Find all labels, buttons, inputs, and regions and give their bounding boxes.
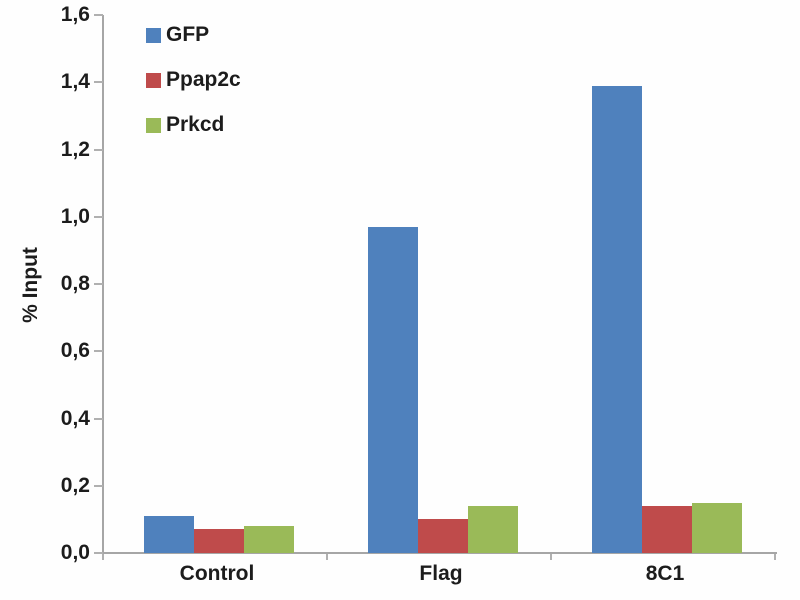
legend-swatch-gfp [146, 27, 161, 43]
y-tick-label: 1,0 [60, 204, 90, 228]
legend-label-ppap2c: Ppap2c [166, 68, 241, 91]
y-tick [94, 14, 103, 16]
y-tick-label: 0,2 [60, 473, 90, 497]
y-tick [94, 484, 103, 487]
bar-gfp-8c1 [592, 86, 642, 553]
y-tick-label: 1,6 [60, 3, 90, 26]
category-label-8c1: 8C1 [645, 562, 685, 585]
bar-ppap2c-8c1 [642, 506, 692, 553]
x-tick [774, 554, 776, 560]
x-tick [326, 554, 328, 560]
y-tick [94, 81, 103, 84]
bar-ppap2c-control [194, 529, 244, 553]
y-tick [94, 552, 103, 554]
legend-label-gfp: GFP [166, 23, 210, 46]
legend-swatch-ppap2c [146, 72, 161, 88]
y-tick [94, 417, 103, 420]
category-label-flag: Flag [419, 562, 463, 585]
y-tick-label: 0,4 [60, 406, 90, 430]
legend-item-ppap2c: Ppap2c [146, 68, 241, 91]
bar-prkcd-8c1 [692, 503, 742, 553]
y-tick [94, 350, 103, 353]
legend-swatch-prkcd [146, 117, 161, 133]
bar-prkcd-control [244, 526, 294, 553]
y-tick [94, 215, 103, 218]
x-tick [102, 554, 104, 560]
y-tick [94, 283, 103, 285]
legend-label-prkcd: Prkcd [166, 113, 225, 136]
y-tick-label: 1,2 [60, 137, 90, 161]
legend: GFP Ppap2c Prkcd [146, 23, 286, 145]
legend-item-prkcd: Prkcd [146, 113, 225, 136]
bar-gfp-flag [368, 227, 418, 553]
category-label-control: Control [179, 562, 255, 585]
y-tick-label: 0,0 [60, 541, 90, 564]
y-axis-line [102, 15, 104, 553]
y-tick-label: 1,4 [60, 70, 90, 94]
x-axis-line [100, 552, 777, 554]
y-tick-label: 0,8 [60, 272, 90, 295]
legend-item-gfp: GFP [146, 23, 210, 46]
bar-ppap2c-flag [418, 519, 468, 553]
bar-gfp-control [144, 516, 194, 553]
x-tick [550, 554, 552, 560]
y-tick [94, 148, 103, 151]
y-tick-label: 0,6 [60, 339, 90, 363]
bar-prkcd-flag [468, 506, 518, 553]
